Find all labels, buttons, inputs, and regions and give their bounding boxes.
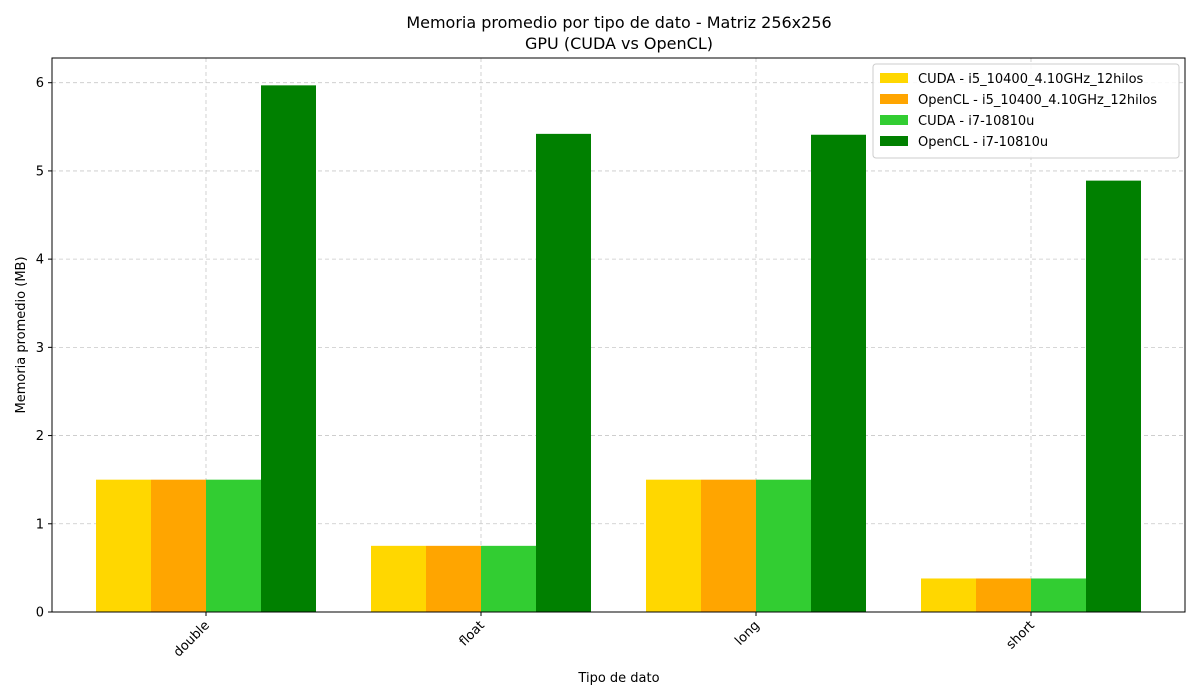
bar-double-series-3 xyxy=(261,85,316,612)
legend-swatch xyxy=(880,94,908,104)
bar-short-series-3 xyxy=(1086,180,1141,612)
legend-label: OpenCL - i5_10400_4.10GHz_12hilos xyxy=(918,93,1157,108)
x-tick-label-double: double xyxy=(171,618,213,660)
y-tick-label: 3 xyxy=(36,341,44,356)
bar-float-series-1 xyxy=(426,545,481,612)
bar-float-series-2 xyxy=(481,545,536,612)
legend-swatch xyxy=(880,73,908,83)
bar-long-series-3 xyxy=(811,134,866,612)
y-tick-label: 6 xyxy=(36,76,44,91)
bar-double-series-1 xyxy=(151,479,206,612)
chart-title: Memoria promedio por tipo de dato - Matr… xyxy=(406,13,831,32)
bar-short-series-2 xyxy=(1031,578,1086,612)
legend-label: CUDA - i5_10400_4.10GHz_12hilos xyxy=(918,72,1144,87)
bar-long-series-1 xyxy=(701,479,756,612)
y-tick-label: 1 xyxy=(36,517,44,532)
bars xyxy=(96,85,1141,612)
x-tick-label-float: float xyxy=(457,618,488,649)
y-tick-label: 5 xyxy=(36,164,44,179)
legend-swatch xyxy=(880,136,908,146)
y-tick-label: 0 xyxy=(36,606,44,621)
x-tick-label-long: long xyxy=(732,618,762,648)
bar-float-series-3 xyxy=(536,133,591,612)
legend-label: OpenCL - i7-10810u xyxy=(918,135,1048,150)
bar-double-series-0 xyxy=(96,479,151,612)
bar-float-series-0 xyxy=(371,545,426,612)
bar-double-series-2 xyxy=(206,479,261,612)
legend: CUDA - i5_10400_4.10GHz_12hilos OpenCL - … xyxy=(872,63,1180,159)
bar-long-series-0 xyxy=(646,479,701,612)
bar-short-series-0 xyxy=(921,578,976,612)
bar-short-series-1 xyxy=(976,578,1031,612)
y-tick-label: 2 xyxy=(36,429,44,444)
legend-swatch xyxy=(880,115,908,125)
x-tick-label-short: short xyxy=(1004,618,1038,652)
legend-label: CUDA - i7-10810u xyxy=(918,114,1034,129)
legend-box xyxy=(872,63,1180,159)
y-axis-label: Memoria promedio (MB) xyxy=(14,256,29,413)
x-axis-label: Tipo de dato xyxy=(577,671,659,686)
bar-long-series-2 xyxy=(756,479,811,612)
plot-frame xyxy=(51,57,1186,613)
chart-subtitle: GPU (CUDA vs OpenCL) xyxy=(525,34,713,53)
y-tick-label: 4 xyxy=(36,253,44,268)
